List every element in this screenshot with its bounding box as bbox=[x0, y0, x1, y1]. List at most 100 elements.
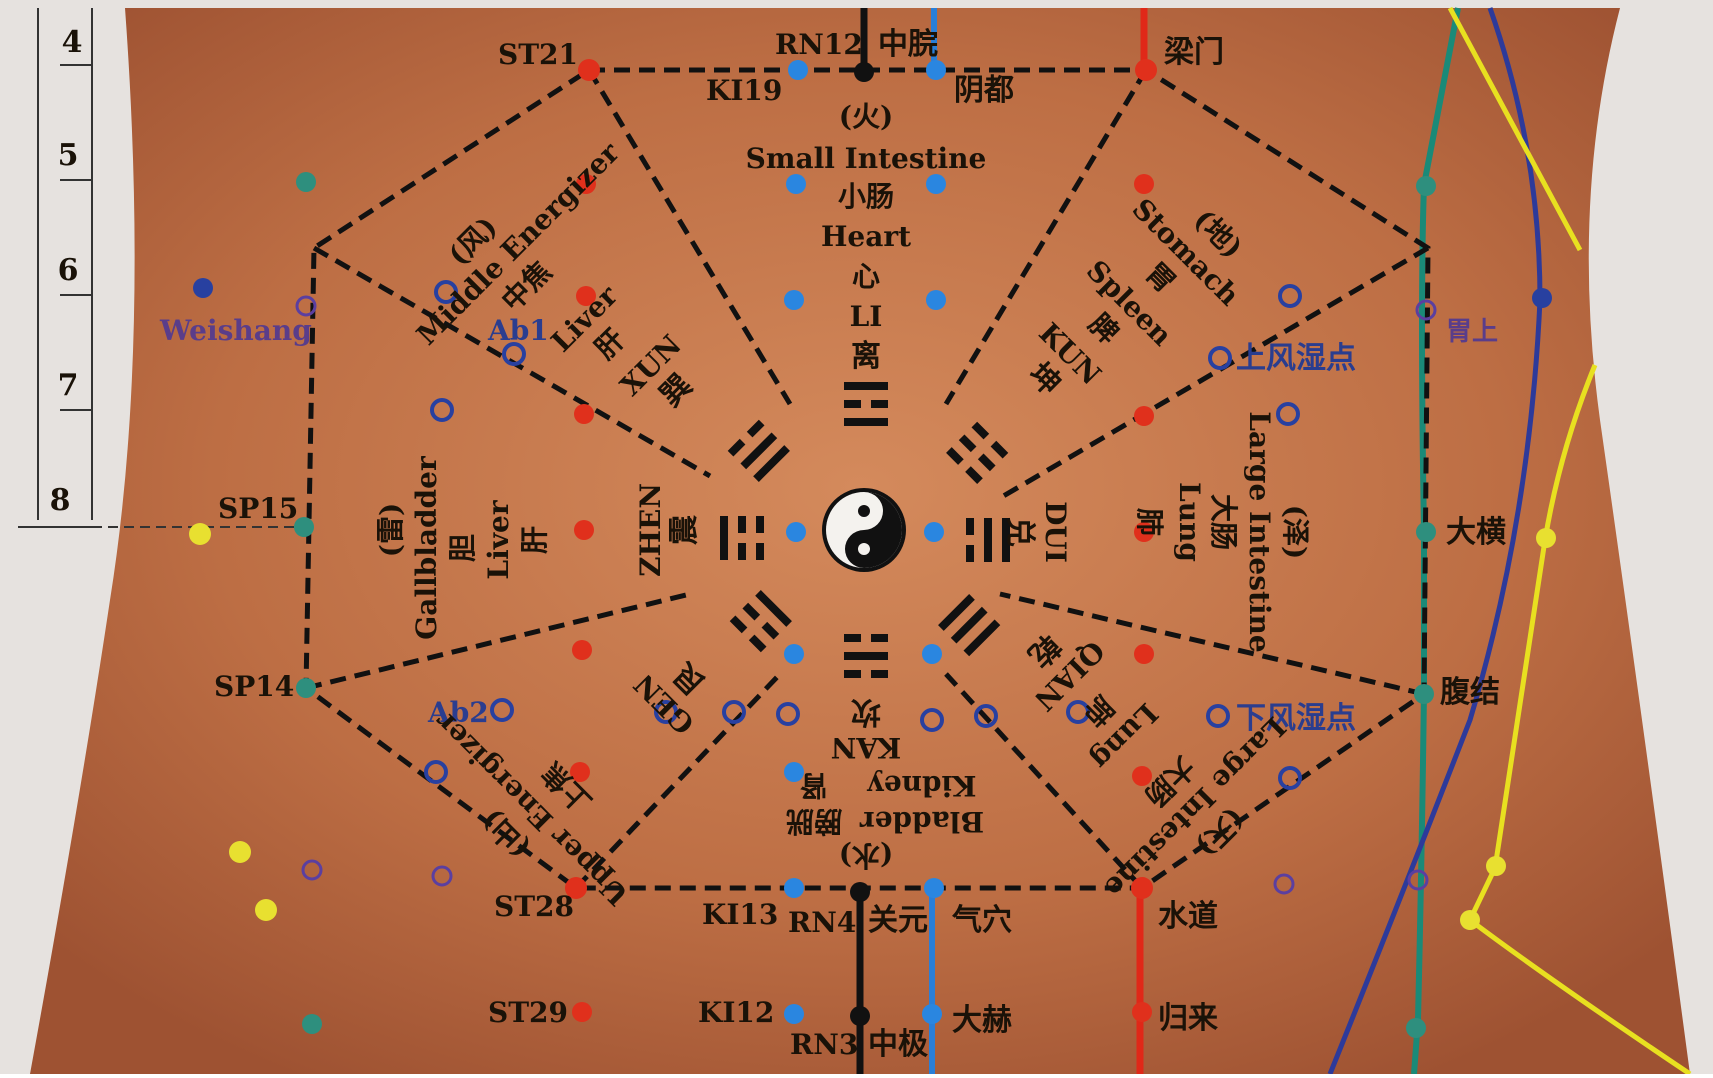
yellow-point bbox=[1486, 856, 1506, 876]
trigram-li-symbol bbox=[844, 382, 888, 426]
rn4-label: RN4 bbox=[788, 906, 856, 939]
ki13-label: KI13 bbox=[702, 898, 778, 931]
lower-wind-damp-point bbox=[1206, 704, 1230, 728]
dui-organ-en-1: Large Intestine bbox=[1243, 411, 1276, 652]
kan-organ-zh-1: 膀胱 bbox=[786, 805, 843, 838]
yindu-label: 阴都 bbox=[954, 73, 1014, 108]
sp14-label: SP14 bbox=[214, 670, 294, 703]
upper-wind-damp-label: 上风湿点 bbox=[1236, 341, 1356, 376]
open-point bbox=[920, 708, 944, 732]
qixue-label: 气穴 bbox=[952, 903, 1012, 938]
trigram-symbols bbox=[720, 382, 1010, 678]
sp15-label: SP15 bbox=[218, 492, 298, 525]
zhen-hanzi: 震 bbox=[667, 514, 702, 545]
kan-element-label: (水) bbox=[839, 839, 894, 872]
li-hanzi: 离 bbox=[851, 339, 881, 374]
ruler-tick-6: 6 bbox=[58, 253, 79, 288]
blue-point bbox=[786, 174, 806, 194]
red-point bbox=[1134, 406, 1154, 426]
weishang-zh-label: 胃上 bbox=[1446, 317, 1498, 347]
rn3-point bbox=[850, 1006, 870, 1026]
yellow-point bbox=[1460, 910, 1480, 930]
daheng-label: 大横 bbox=[1446, 515, 1506, 550]
blue-point bbox=[926, 174, 946, 194]
yin-yang-icon bbox=[822, 488, 906, 572]
guilai-label: 归来 bbox=[1158, 1001, 1218, 1036]
pelvis-shadow bbox=[700, 1029, 880, 1078]
yellow-point bbox=[229, 841, 251, 863]
ki19-label: KI19 bbox=[706, 74, 782, 107]
kan-organ-en-1: Bladder bbox=[859, 805, 984, 838]
ruler-tick-8: 8 bbox=[50, 483, 71, 518]
st21-point bbox=[578, 59, 600, 81]
point-labels: ST21 RN12 中脘 KI19 阴都 梁门 Weishang 胃上 Ab1 … bbox=[159, 27, 1506, 1062]
daheng-point bbox=[1416, 522, 1436, 542]
st28-point bbox=[565, 877, 587, 899]
open-point bbox=[1066, 700, 1090, 724]
open-point bbox=[490, 698, 514, 722]
kan-hanzi: 坎 bbox=[851, 694, 881, 729]
qixue-point bbox=[924, 878, 944, 898]
shuidao-point bbox=[1131, 877, 1153, 899]
kan-pinyin: KAN bbox=[831, 731, 902, 764]
st29-label: ST29 bbox=[488, 996, 568, 1029]
rn12-label: RN12 bbox=[775, 28, 863, 61]
purple-open-point bbox=[301, 859, 323, 881]
blue-point bbox=[784, 644, 804, 664]
liver-meridian-line-upper bbox=[1447, 6, 1583, 252]
dahe-label: 大赫 bbox=[952, 1003, 1012, 1038]
red-point bbox=[572, 640, 592, 660]
fujie-point bbox=[1414, 684, 1434, 704]
gallbladder-meridian-line bbox=[1327, 7, 1543, 1075]
red-point bbox=[576, 174, 596, 194]
blue-point bbox=[784, 290, 804, 310]
open-point bbox=[776, 702, 800, 726]
lower-wind-damp-label: 下风湿点 bbox=[1236, 701, 1356, 736]
weishang-right-point bbox=[1415, 299, 1437, 321]
open-point bbox=[1208, 346, 1232, 370]
sp14-point bbox=[296, 678, 316, 698]
red-point bbox=[576, 286, 596, 306]
weishang-label: Weishang bbox=[159, 314, 312, 347]
ruler-tick-7: 7 bbox=[58, 368, 79, 403]
li-organ-en-1: Small Intestine bbox=[746, 142, 987, 175]
liver-meridian-line-lower bbox=[1466, 364, 1692, 1077]
trigram-zhen-symbol bbox=[720, 516, 764, 560]
open-point bbox=[722, 700, 746, 724]
dui-hanzi: 兑 bbox=[1002, 517, 1037, 547]
st21-label: ST21 bbox=[498, 38, 578, 71]
sp15-point bbox=[294, 517, 314, 537]
zhongji-label: 中极 bbox=[868, 1027, 928, 1062]
dui-organ-en-2: Lung bbox=[1173, 482, 1206, 562]
open-point bbox=[654, 700, 678, 724]
zhen-organ-zh-1: 胆 bbox=[446, 534, 479, 562]
zhen-organ-en-1: Gallbladder bbox=[410, 455, 443, 640]
upper-wind-damp-point bbox=[1278, 284, 1302, 308]
open-point bbox=[1278, 766, 1302, 790]
guilai-point bbox=[1132, 1002, 1152, 1022]
li-pinyin: LI bbox=[850, 300, 883, 333]
ab1-label: Ab1 bbox=[487, 314, 549, 347]
trigram-kun-symbol bbox=[946, 421, 1009, 484]
ab1-point bbox=[502, 342, 526, 366]
blue-point bbox=[924, 522, 944, 542]
yellow-point bbox=[1536, 528, 1556, 548]
red-point bbox=[574, 520, 594, 540]
kan-organ-zh-2: 肾 bbox=[800, 769, 828, 802]
kan-organ-en-2: Kidney bbox=[867, 769, 977, 802]
purple-open-point bbox=[1407, 869, 1429, 891]
zhen-element-label: (雷) bbox=[374, 503, 407, 558]
liangmen-label: 梁门 bbox=[1164, 35, 1224, 70]
red-point bbox=[574, 404, 594, 424]
red-point bbox=[1134, 174, 1154, 194]
dui-element-label: (泽) bbox=[1279, 505, 1312, 560]
purple-open-point bbox=[1273, 873, 1295, 895]
dui-pinyin: DUI bbox=[1039, 501, 1072, 563]
yellow-point bbox=[189, 523, 211, 545]
red-point bbox=[1134, 644, 1154, 664]
rn3-label: RN3 bbox=[790, 1028, 858, 1061]
red-point bbox=[570, 762, 590, 782]
ki12-label: KI12 bbox=[698, 996, 774, 1029]
dui-organ-zh-2: 肺 bbox=[1133, 508, 1166, 536]
